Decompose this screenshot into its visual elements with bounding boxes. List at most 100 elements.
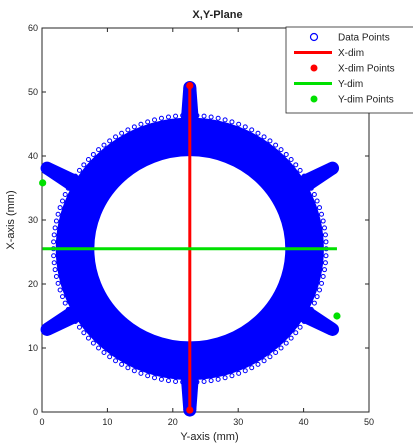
- data-point: [145, 373, 151, 379]
- data-point: [297, 324, 303, 330]
- data-point: [283, 151, 289, 157]
- data-point: [90, 340, 96, 346]
- data-point: [53, 274, 59, 280]
- data-point: [113, 358, 119, 364]
- data-point: [278, 147, 284, 153]
- data-point: [55, 211, 61, 217]
- legend-label: X-dim Points: [338, 64, 395, 75]
- data-point: [51, 232, 57, 238]
- data-point: [314, 198, 320, 204]
- x-tick-label: 20: [168, 417, 178, 427]
- legend-label: Data Points: [338, 33, 390, 44]
- data-point: [222, 117, 228, 123]
- data-point: [201, 113, 207, 119]
- x-tick-label: 10: [102, 417, 112, 427]
- data-point: [308, 306, 314, 312]
- data-point: [215, 376, 221, 382]
- y-tick-label: 10: [28, 343, 38, 353]
- data-point: [51, 253, 57, 259]
- y-tick-label: 30: [28, 215, 38, 225]
- data-point: [288, 335, 294, 341]
- data-point: [57, 205, 63, 211]
- data-point: [229, 119, 235, 125]
- data-point: [255, 361, 261, 367]
- data-point: [72, 173, 78, 179]
- data-point: [236, 370, 242, 376]
- data-point: [242, 368, 248, 374]
- data-point: [62, 300, 68, 306]
- data-point: [208, 114, 214, 120]
- data-point: [311, 300, 317, 306]
- data-point: [51, 239, 57, 245]
- data-point: [81, 330, 87, 336]
- data-point: [55, 280, 61, 286]
- data-point: [125, 365, 131, 371]
- data-points-spoke: [43, 301, 87, 336]
- chart-title: X,Y-Plane: [192, 9, 242, 21]
- y-tick-label: 60: [28, 23, 38, 33]
- data-point: [215, 115, 221, 121]
- x-dim-points-marker: [186, 406, 194, 414]
- data-point: [107, 354, 113, 360]
- data-point: [283, 340, 289, 346]
- data-point: [311, 192, 317, 198]
- data-point: [194, 113, 200, 119]
- data-points-spoke-tip: [326, 161, 340, 175]
- data-point: [323, 253, 329, 259]
- data-point: [301, 318, 307, 324]
- x-tick-label: 30: [233, 417, 243, 427]
- data-points-spoke-tip: [40, 322, 54, 336]
- data-point: [65, 306, 71, 312]
- data-point: [57, 287, 63, 293]
- data-point: [90, 151, 96, 157]
- data-point: [297, 167, 303, 173]
- data-point: [316, 287, 322, 293]
- data-point: [138, 121, 144, 127]
- data-point: [261, 134, 267, 140]
- data-point: [173, 379, 179, 385]
- data-point: [322, 260, 328, 266]
- data-points-spoke: [292, 162, 336, 197]
- data-point: [101, 142, 107, 148]
- data-point: [316, 205, 322, 211]
- data-point: [249, 365, 255, 371]
- data-point: [53, 218, 59, 224]
- data-point: [305, 179, 311, 185]
- data-point: [320, 218, 326, 224]
- y-dim-points-marker: [333, 312, 341, 320]
- legend-dot-swatch: [310, 64, 318, 72]
- data-point: [158, 376, 164, 382]
- data-point: [278, 345, 284, 351]
- data-point: [60, 294, 66, 300]
- data-point: [51, 260, 57, 266]
- data-point: [273, 142, 279, 148]
- data-point: [76, 324, 82, 330]
- data-point: [229, 373, 235, 379]
- data-point: [314, 294, 320, 300]
- data-point: [236, 121, 242, 127]
- data-point: [267, 138, 273, 144]
- data-point: [255, 130, 261, 136]
- data-point: [125, 127, 131, 133]
- y-axis-label: X-axis (mm): [5, 190, 17, 249]
- data-point: [267, 354, 273, 360]
- data-point: [208, 378, 214, 384]
- legend-label: Y-dim: [338, 79, 363, 90]
- data-point: [173, 113, 179, 119]
- data-point: [101, 350, 107, 356]
- data-point: [60, 198, 66, 204]
- data-point: [180, 113, 186, 119]
- data-point: [301, 173, 307, 179]
- x-dim-points-marker: [186, 82, 194, 90]
- data-point: [72, 318, 78, 324]
- data-point: [96, 345, 102, 351]
- x-tick-label: 0: [39, 417, 44, 427]
- data-point: [249, 127, 255, 133]
- data-point: [158, 115, 164, 121]
- data-points-spoke: [43, 162, 87, 197]
- data-point: [180, 379, 186, 385]
- data-point: [194, 379, 200, 385]
- data-point: [308, 185, 314, 191]
- data-point: [319, 280, 325, 286]
